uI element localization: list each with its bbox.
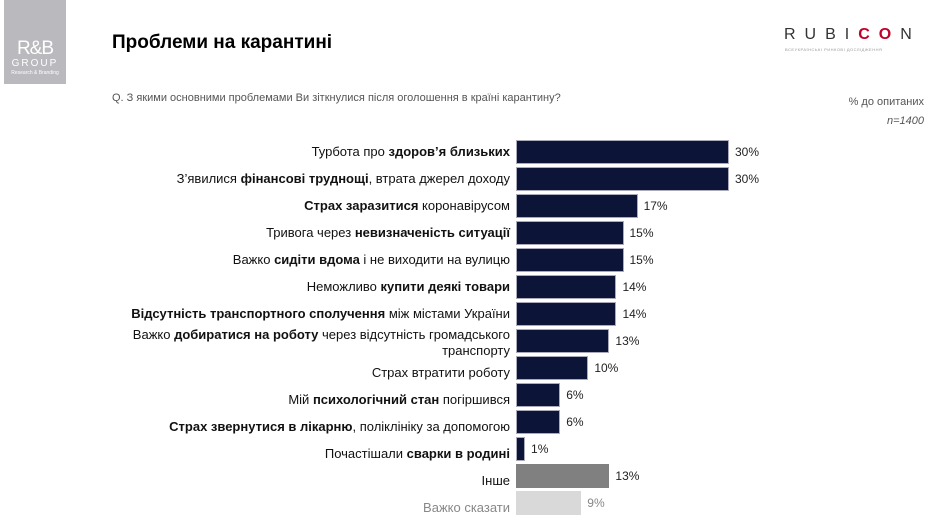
value-label: 1%	[531, 442, 549, 456]
label-segment: сварки в родині	[406, 446, 510, 461]
label-segment: Мій	[288, 392, 313, 407]
bar	[516, 383, 561, 407]
label-segment: психологічний стан	[312, 392, 440, 407]
label-segment: сидіти вдома	[274, 252, 360, 267]
value-label: 10%	[594, 361, 619, 375]
label-segment: Важко	[132, 327, 175, 342]
value-label: 15%	[629, 226, 654, 240]
label-segment: Турбота про	[311, 144, 389, 159]
category-label: Неможливо купити деякі товари	[70, 279, 510, 295]
label-segment: і не виходити на вулицю	[359, 252, 510, 267]
bar	[516, 248, 624, 272]
category-label: Турбота про здоров’я близьких	[70, 144, 510, 160]
label-segment: Тривога через	[266, 225, 355, 240]
label-segment: З’явилися	[176, 171, 241, 186]
category-label: Важко добиратися на роботу через відсутн…	[90, 327, 510, 359]
question-text: Q. З якими основними проблемами Ви зіткн…	[112, 92, 561, 104]
category-label: З’явилися фінансові труднощі, втрата дже…	[70, 171, 510, 187]
label-segment: купити деякі товари	[380, 279, 510, 294]
category-label: Інше	[70, 473, 510, 489]
label-segment: Важко сказати	[423, 500, 510, 515]
value-label: 6%	[566, 388, 584, 402]
label-segment: погіршився	[439, 392, 510, 407]
value-label: 9%	[587, 496, 605, 510]
value-label: 13%	[615, 334, 640, 348]
bar	[516, 167, 729, 191]
bar	[516, 140, 729, 164]
bar	[516, 275, 617, 299]
bar	[516, 437, 526, 461]
value-label: 15%	[629, 253, 654, 267]
value-label: 30%	[735, 172, 760, 186]
label-segment: Важко	[232, 252, 275, 267]
logo-line1: R&B	[16, 38, 54, 59]
bar	[516, 221, 624, 245]
label-segment: між містами України	[385, 306, 510, 321]
logo-line3: Research & Branding	[11, 70, 59, 76]
rubicon-subtitle: ВСЕУКРАЇНСЬКІ РИНКОВІ ДОСЛІДЖЕННЯ	[785, 47, 883, 52]
bar	[516, 356, 589, 380]
logo-text: N	[900, 26, 921, 43]
label-segment: Страх звернутися в лікарню	[169, 419, 353, 434]
bar	[516, 194, 638, 218]
logo-text: RUBI	[784, 26, 859, 43]
category-label: Відсутність транспортного сполучення між…	[70, 306, 510, 322]
category-label: Важко сказати	[70, 500, 510, 516]
label-segment: Інше	[481, 473, 510, 488]
category-label: Тривога через невизначеність ситуації	[70, 225, 510, 241]
label-segment: Почастішали	[324, 446, 407, 461]
category-label: Страх звернутися в лікарню, поліклініку …	[70, 419, 510, 435]
label-segment: коронавірусом	[418, 198, 510, 213]
chart-title: Проблеми на карантині	[112, 32, 333, 53]
category-label: Мій психологічний стан погіршився	[70, 392, 510, 408]
label-segment: Страх заразитися	[304, 198, 419, 213]
category-label: Страх заразитися коронавірусом	[70, 198, 510, 214]
label-segment: Страх втратити роботу	[371, 365, 510, 380]
label-segment: через відсутність громадського транспорт…	[318, 327, 510, 358]
rb-group-logo: R&B GROUP Research & Branding	[4, 0, 66, 84]
logo-line2: GROUP	[11, 58, 59, 69]
value-label: 6%	[566, 415, 584, 429]
label-segment: невизначеність ситуації	[354, 225, 510, 240]
label-segment: здоров’я близьких	[388, 144, 510, 159]
category-label: Важко сидіти вдома і не виходити на вули…	[70, 252, 510, 268]
value-label: 13%	[615, 469, 640, 483]
label-segment: , втрата джерел доходу	[368, 171, 510, 186]
sample-size: n=1400	[886, 115, 924, 127]
category-label: Страх втратити роботу	[70, 365, 510, 381]
label-segment: добиратися на роботу	[174, 327, 319, 342]
value-label: 14%	[622, 307, 647, 321]
rubicon-logo: RUBICON	[784, 26, 921, 44]
category-label: Почастішали сварки в родині	[70, 446, 510, 462]
logo-text-accent: CO	[858, 26, 901, 43]
value-label: 30%	[735, 145, 760, 159]
bar	[516, 491, 582, 515]
unit-label: % до опитаних	[848, 96, 924, 108]
label-segment: фінансові труднощі	[240, 171, 369, 186]
label-segment: Неможливо	[306, 279, 381, 294]
bar	[516, 464, 610, 488]
label-segment: Відсутність транспортного сполучення	[131, 306, 386, 321]
bar	[516, 410, 561, 434]
value-label: 14%	[622, 280, 647, 294]
bar	[516, 302, 617, 326]
label-segment: , поліклініку за допомогою	[352, 419, 511, 434]
bar	[516, 329, 610, 353]
value-label: 17%	[643, 199, 668, 213]
